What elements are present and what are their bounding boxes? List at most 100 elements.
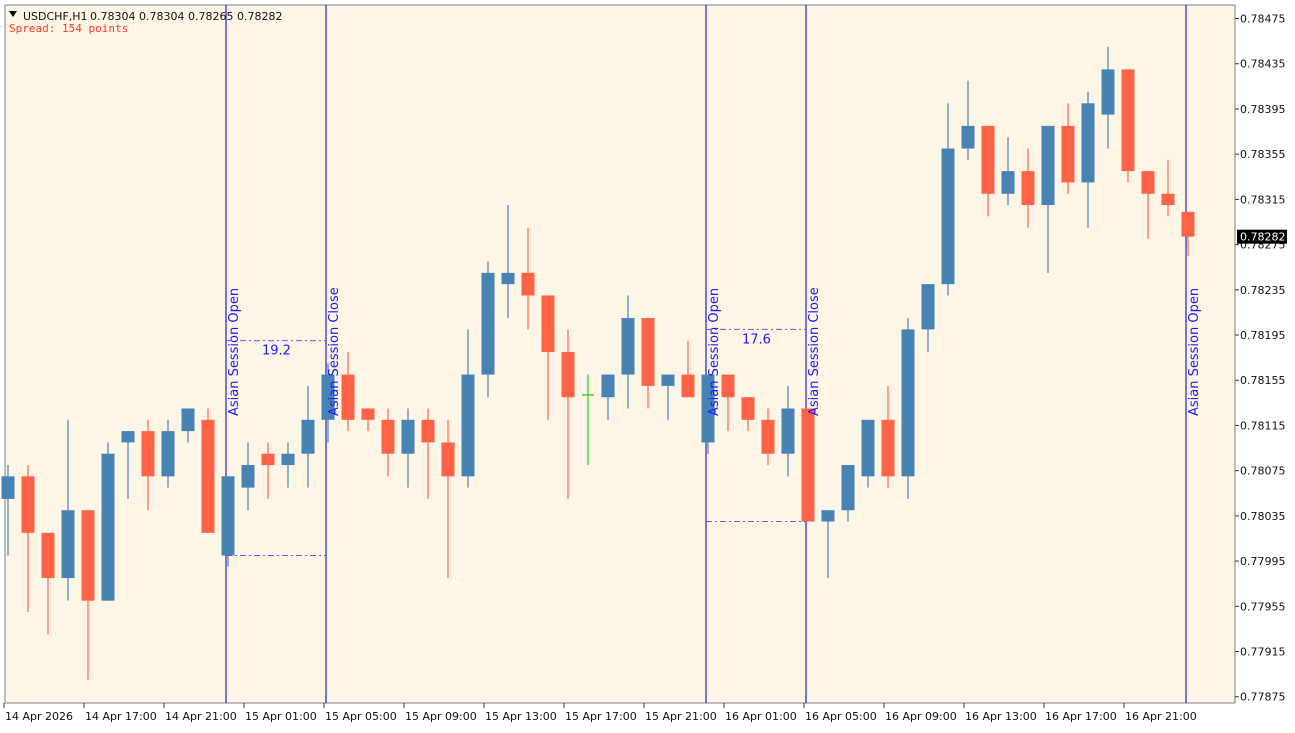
candle[interactable] (341, 351, 355, 432)
candle[interactable] (1041, 125, 1055, 273)
candle-body (901, 329, 915, 477)
candle[interactable] (501, 205, 515, 319)
candle-body (261, 453, 275, 466)
candle[interactable] (121, 431, 135, 499)
spread-label: Spread: 154 points (9, 22, 128, 35)
session-label: Asian Session Open (707, 288, 722, 416)
x-tick-label: 16 Apr 17:00 (1045, 710, 1117, 723)
range-label: 19.2 (262, 344, 291, 359)
candle[interactable] (461, 329, 475, 488)
candle-body (821, 510, 835, 522)
candle[interactable] (281, 442, 295, 488)
candle[interactable] (801, 408, 815, 522)
candle[interactable] (321, 363, 335, 443)
candle-body (921, 284, 935, 330)
candle[interactable] (441, 419, 455, 579)
candle[interactable] (21, 465, 35, 612)
candle-body (1041, 125, 1055, 206)
candle-body (741, 397, 755, 420)
candle[interactable] (641, 318, 655, 409)
candle[interactable] (261, 442, 275, 499)
candle[interactable] (301, 385, 315, 488)
candle[interactable] (1, 465, 15, 556)
candle-body (381, 419, 395, 454)
candle[interactable] (521, 227, 535, 330)
candle[interactable] (401, 408, 415, 488)
candle[interactable] (741, 397, 755, 432)
candle[interactable] (161, 419, 175, 488)
x-tick-label: 15 Apr 05:00 (325, 710, 397, 723)
x-tick-label: 15 Apr 01:00 (245, 710, 317, 723)
candle-body (841, 465, 855, 511)
candle[interactable] (601, 374, 615, 420)
candle[interactable] (1081, 91, 1095, 228)
candle[interactable] (241, 442, 255, 511)
candle[interactable] (1141, 171, 1155, 239)
y-tick-label: 0.78035 (1240, 510, 1286, 523)
x-tick-label: 14 Apr 2026 (5, 710, 73, 723)
candle[interactable] (1061, 103, 1075, 194)
candle[interactable] (381, 408, 395, 477)
candle-body (1081, 103, 1095, 183)
candle[interactable] (841, 465, 855, 522)
candle[interactable] (181, 408, 195, 443)
candle[interactable] (361, 408, 375, 432)
y-tick-label: 0.78075 (1240, 465, 1286, 478)
candle[interactable] (881, 385, 895, 488)
x-tick-label: 16 Apr 21:00 (1125, 710, 1197, 723)
candle-body (961, 125, 975, 149)
candle[interactable] (481, 261, 495, 398)
x-tick-label: 16 Apr 01:00 (725, 710, 797, 723)
candle[interactable] (1121, 69, 1135, 183)
x-tick-label: 16 Apr 05:00 (805, 710, 877, 723)
candle-body (401, 419, 415, 454)
candle[interactable] (1021, 148, 1035, 228)
candle[interactable] (1001, 137, 1015, 206)
candle[interactable] (961, 80, 975, 160)
candle-body (661, 374, 675, 386)
candle-body (681, 374, 695, 398)
candle[interactable] (1161, 159, 1175, 217)
candle[interactable] (61, 419, 75, 601)
candle[interactable] (41, 532, 55, 635)
overlay-group: Asian Session Open Asian Session Close Asi… (226, 287, 1202, 556)
candle[interactable] (861, 419, 875, 488)
candle[interactable] (1101, 46, 1115, 149)
candle-body (481, 272, 495, 375)
candle[interactable] (981, 125, 995, 217)
candle[interactable] (621, 295, 635, 409)
session-lines (225, 5, 1187, 703)
candle[interactable] (781, 385, 795, 477)
candle[interactable] (941, 103, 955, 296)
x-tick-label: 14 Apr 17:00 (85, 710, 157, 723)
candle[interactable] (921, 284, 935, 352)
x-tick-label: 15 Apr 17:00 (565, 710, 637, 723)
candle[interactable] (141, 419, 155, 511)
candle[interactable] (761, 408, 775, 466)
candle[interactable] (681, 340, 695, 398)
candle[interactable] (821, 510, 835, 579)
candle-body (541, 295, 555, 352)
x-tick-label: 16 Apr 13:00 (965, 710, 1037, 723)
candle-body (1061, 125, 1075, 183)
candle[interactable] (81, 510, 95, 680)
plot-area[interactable] (4, 4, 1236, 704)
candle[interactable] (421, 408, 435, 499)
candle[interactable] (901, 318, 915, 499)
candle[interactable] (221, 476, 235, 567)
triangle-down-icon[interactable] (9, 11, 17, 17)
candle[interactable] (661, 374, 675, 420)
y-tick-label: 0.78395 (1240, 103, 1286, 116)
candle[interactable] (561, 329, 575, 499)
candle[interactable] (1181, 211, 1195, 256)
candle[interactable] (101, 442, 115, 601)
y-tick-label: 0.78195 (1240, 329, 1286, 342)
candle[interactable] (701, 374, 715, 454)
candle-body (861, 419, 875, 477)
candle[interactable] (201, 408, 215, 533)
candle[interactable] (582, 374, 594, 466)
candle[interactable] (541, 295, 555, 420)
y-tick-label: 0.77875 (1240, 691, 1286, 704)
candle[interactable] (721, 374, 735, 432)
